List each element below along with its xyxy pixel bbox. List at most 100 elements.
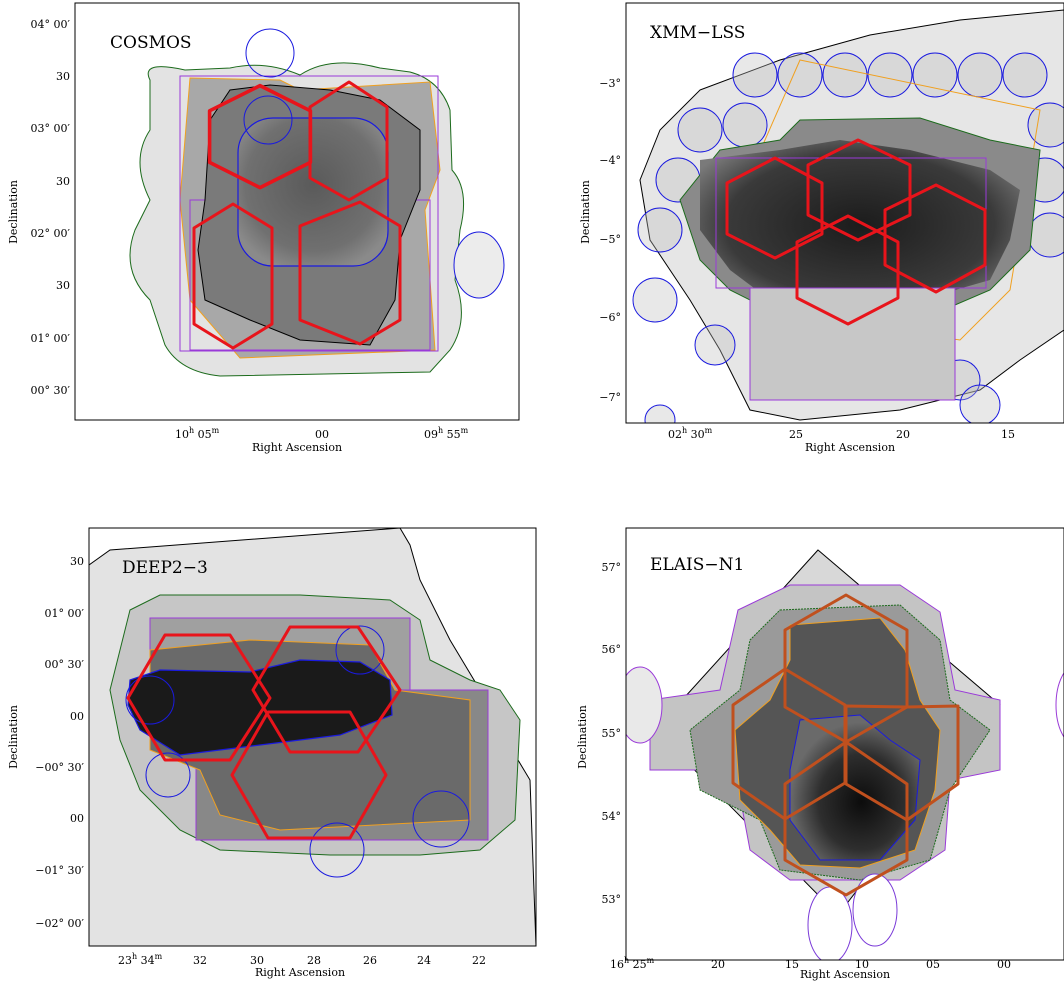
cosmos-ytick: 02° 00′	[31, 227, 71, 240]
cosmos-ytick: 01° 00′	[31, 332, 71, 345]
deep2-xtick: 22	[472, 954, 486, 967]
elais-xtick: 15	[785, 958, 799, 971]
deep2-xtick: 32	[193, 954, 207, 967]
cosmos-xtick: 00	[315, 428, 329, 441]
deep2-deep-strip	[127, 659, 393, 756]
xmm-xlabel: Right Ascension	[805, 441, 895, 454]
elais-plot-area	[626, 549, 1064, 960]
deep2-circle-right	[412, 790, 470, 848]
cosmos-hexagon-se	[298, 200, 402, 346]
cosmos-yticks: 04° 00′ 30 03° 00′ 30 02° 00′ 30 01° 00′…	[31, 18, 71, 397]
elais-ytick: 54°	[602, 810, 622, 823]
xmm-xtick: 20	[896, 428, 910, 441]
cosmos-ytick: 00° 30′	[31, 384, 71, 397]
elais-xtick: 20	[711, 958, 725, 971]
cosmos-circle-right	[453, 231, 505, 299]
deep2-hexagon-2	[251, 625, 402, 754]
elais-ytick: 53°	[602, 893, 622, 906]
deep2-hexagon-3	[230, 710, 388, 840]
deep2-xtick: 24	[417, 954, 431, 967]
elais-xtick: 00	[997, 958, 1011, 971]
cosmos-xtick: 09h 55m	[424, 426, 469, 441]
elais-xticks: 16h 25m 20 15 10 05 00	[610, 956, 1011, 971]
cosmos-plot-area	[129, 28, 505, 377]
panel-xmm-lss: XMM−LSS −3° −4° −5° −6° −7° 02h 30m 25 2…	[579, 2, 1064, 454]
xmm-purple-box-2	[749, 287, 956, 401]
xmm-ytick: −4°	[599, 154, 621, 167]
deep2-xticks: 23h 34m 32 30 28 26 24 22	[118, 952, 486, 967]
deep2-ytick: 30	[70, 555, 84, 568]
elais-xtick: 16h 25m	[610, 956, 655, 971]
panel-cosmos: COSMOS 04° 00′ 30 03° 00′ 30 02° 00′ 30 …	[7, 2, 520, 454]
cosmos-ylabel: Declination	[7, 180, 20, 244]
elais-circle-bottom-right	[852, 873, 898, 947]
xmm-ytick: −5°	[599, 233, 621, 246]
xmm-hexagons	[725, 138, 987, 326]
xmm-frame	[625, 2, 1064, 424]
deep2-xtick: 23h 34m	[118, 952, 163, 967]
elais-deep-core	[789, 714, 921, 861]
xmm-hexagon-1	[725, 156, 824, 260]
deep2-circle-bottom	[309, 822, 365, 878]
xmm-title: XMM−LSS	[650, 23, 745, 43]
cosmos-hexagon-ne	[308, 80, 389, 202]
elais-circle-right	[1055, 672, 1064, 738]
deep2-frame	[88, 527, 537, 947]
deep2-title: DEEP2−3	[122, 558, 208, 578]
cosmos-deep-core	[237, 117, 389, 267]
xmm-ytick: −7°	[599, 391, 621, 404]
cosmos-ytick: 03° 00′	[31, 122, 71, 135]
deep2-xtick: 30	[250, 954, 264, 967]
deep2-xtick: 26	[363, 954, 377, 967]
elais-frame	[625, 527, 1064, 961]
deep2-circle-left	[125, 675, 175, 725]
xmm-yticks: −3° −4° −5° −6° −7°	[599, 77, 621, 404]
deep2-hexagon-1	[126, 633, 272, 762]
elais-xtick: 10	[855, 958, 869, 971]
xmm-ytick: −6°	[599, 311, 621, 324]
deep2-ylabel: Declination	[7, 705, 20, 769]
deep2-ytick: 01° 00′	[45, 607, 85, 620]
elais-ytick: 56°	[602, 643, 622, 656]
xmm-hexagon-2	[806, 138, 912, 242]
cosmos-purple-box-1	[179, 75, 439, 352]
cosmos-frame	[74, 2, 520, 421]
xmm-deep-core	[700, 140, 1020, 310]
cosmos-hexagons	[192, 80, 402, 350]
elais-ytick: 55°	[602, 727, 622, 740]
deep2-circle-bottom-left	[145, 752, 191, 798]
cosmos-ytick: 30	[56, 175, 70, 188]
elais-yticks: 57° 56° 55° 54° 53°	[602, 561, 622, 906]
elais-xlabel: Right Ascension	[800, 968, 890, 981]
cosmos-ytick: 30	[56, 279, 70, 292]
deep2-ytick: 00	[70, 710, 84, 723]
xmm-xtick: 15	[1001, 428, 1015, 441]
xmm-plot-area	[626, 3, 1064, 423]
elais-hexagon-bottom	[783, 740, 909, 897]
elais-circle-left	[626, 666, 663, 744]
xmm-xtick: 25	[789, 428, 803, 441]
elais-ytick: 57°	[602, 561, 622, 574]
cosmos-ytick: 04° 00′	[31, 18, 71, 31]
elais-title: ELAIS−N1	[650, 555, 744, 575]
elais-hexagons	[731, 593, 960, 897]
xmm-ytick: −3°	[599, 77, 621, 90]
deep2-xtick: 28	[307, 954, 321, 967]
elais-ylabel: Declination	[576, 705, 589, 769]
deep2-circle-top	[335, 625, 385, 675]
elais-xtick: 05	[926, 958, 940, 971]
cosmos-circle-upper	[243, 95, 293, 145]
cosmos-ytick: 30	[56, 70, 70, 83]
cosmos-xlabel: Right Ascension	[252, 441, 342, 454]
cosmos-xtick: 10h 05m	[175, 426, 220, 441]
cosmos-title: COSMOS	[110, 33, 192, 53]
deep2-hexagons	[126, 625, 402, 840]
xmm-hexagon-3	[883, 183, 987, 294]
panel-elais-n1: ELAIS−N1 57° 56° 55° 54° 53° 16h 25m 20 …	[576, 527, 1064, 981]
deep2-ytick: 00	[70, 812, 84, 825]
deep2-yticks: 30 01° 00′ 00° 30′ 00 −00° 30′ 00 −01° 3…	[35, 555, 84, 930]
panel-deep2-3: DEEP2−3 30 01° 00′ 00° 30′ 00 −00° 30′ 0…	[7, 527, 537, 979]
deep2-xlabel: Right Ascension	[255, 966, 345, 979]
xmm-xtick: 02h 30m	[668, 426, 713, 441]
cosmos-circle-top	[245, 28, 295, 78]
